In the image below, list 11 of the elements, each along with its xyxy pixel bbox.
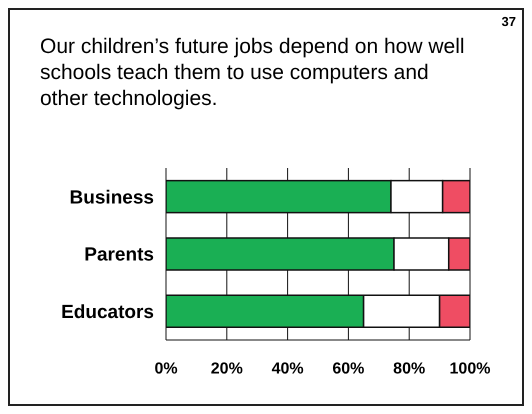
y-tick-label: Business — [70, 187, 154, 208]
text: 37 — [502, 14, 516, 29]
x-tick-label: 40% — [272, 360, 304, 378]
y-tick-label: Parents — [84, 244, 154, 266]
chart-title: Our children’s future jobs depend on how well schools teach them to use computers and other technologies. — [40, 34, 466, 112]
x-tick-label: 20% — [210, 360, 243, 378]
x-tick-label: 60% — [332, 360, 364, 378]
y-tick-label: Educators — [61, 302, 154, 324]
x-tick-label: 0% — [154, 360, 178, 378]
x-tick-label: 80% — [393, 360, 426, 378]
x-tick-label: 100% — [450, 360, 490, 378]
